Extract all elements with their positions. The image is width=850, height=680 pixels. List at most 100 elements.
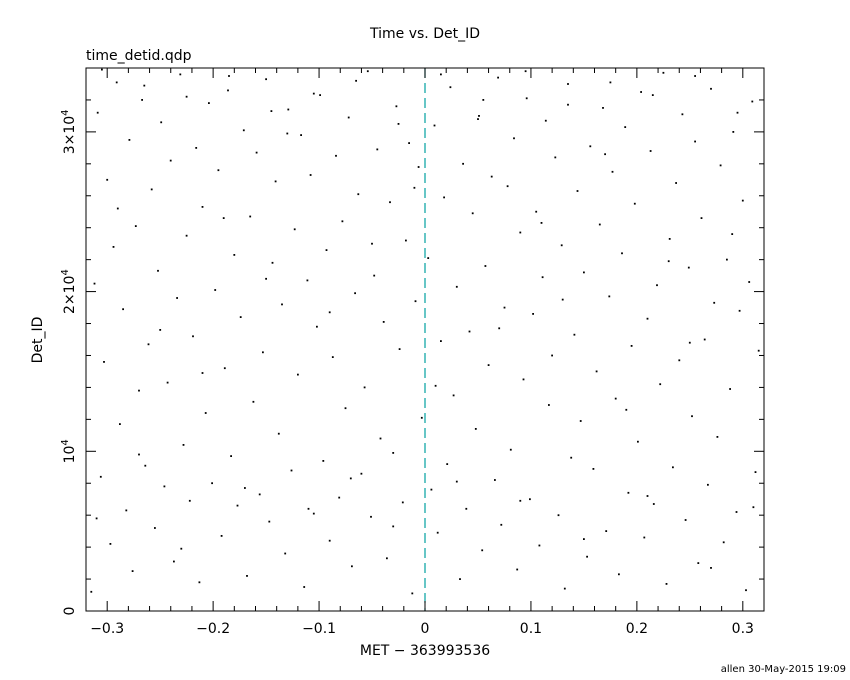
data-point — [602, 107, 604, 109]
data-points — [90, 68, 760, 595]
data-point — [691, 415, 693, 418]
data-point — [93, 282, 96, 285]
x-tick-label: −0.1 — [302, 621, 336, 637]
data-point — [297, 373, 299, 376]
data-point — [519, 499, 522, 502]
data-point — [157, 269, 159, 272]
data-point — [112, 246, 115, 248]
data-point — [509, 448, 512, 451]
data-point — [440, 73, 442, 76]
data-point — [500, 523, 503, 526]
data-point — [138, 389, 140, 392]
data-point — [627, 491, 630, 494]
data-point — [745, 589, 747, 592]
data-point — [173, 560, 175, 563]
data-point — [551, 354, 553, 357]
data-point — [482, 99, 485, 101]
data-point — [710, 567, 712, 569]
data-point — [397, 123, 400, 125]
data-point — [307, 507, 310, 510]
data-point — [395, 105, 398, 108]
data-point — [604, 153, 606, 156]
data-point — [713, 301, 716, 304]
data-point — [516, 568, 519, 571]
data-point — [729, 388, 731, 390]
data-point — [143, 84, 146, 87]
data-point — [672, 466, 674, 469]
data-point — [90, 590, 93, 593]
data-point — [258, 493, 261, 496]
data-point — [484, 265, 487, 267]
x-tick-label: 0.1 — [520, 621, 542, 637]
data-point — [662, 71, 665, 74]
data-point — [287, 108, 290, 111]
data-point — [325, 249, 328, 251]
data-point — [347, 116, 350, 119]
data-point — [532, 313, 534, 315]
data-point — [579, 420, 582, 422]
data-point — [583, 538, 585, 540]
data-point — [652, 503, 655, 505]
data-point — [211, 482, 213, 485]
data-point — [182, 444, 185, 446]
data-point — [360, 472, 363, 475]
data-point — [270, 110, 273, 112]
data-point — [592, 468, 595, 470]
data-point — [116, 207, 119, 210]
data-point — [557, 514, 560, 517]
data-point — [433, 124, 436, 127]
data-point — [430, 488, 433, 491]
data-point — [357, 193, 360, 196]
data-point — [144, 464, 147, 467]
data-point — [624, 126, 627, 128]
data-point — [554, 156, 557, 159]
data-point — [688, 341, 691, 344]
data-point — [281, 303, 283, 306]
data-point — [392, 525, 395, 528]
data-point — [398, 348, 401, 350]
data-point — [621, 252, 623, 255]
data-point — [163, 485, 166, 488]
data-point — [239, 316, 242, 318]
data-point — [166, 381, 169, 384]
data-point — [233, 254, 236, 256]
data-point — [694, 140, 696, 143]
data-point — [633, 202, 636, 205]
data-point — [687, 266, 690, 269]
data-point — [732, 131, 735, 133]
data-point — [675, 182, 677, 184]
data-point — [277, 432, 280, 435]
data-point — [573, 333, 576, 336]
data-point — [548, 404, 550, 406]
data-point — [131, 570, 134, 572]
data-point — [265, 277, 267, 280]
x-tick-label: 0.2 — [626, 621, 648, 637]
data-point — [386, 557, 388, 560]
data-point — [738, 309, 741, 312]
data-point — [223, 367, 226, 370]
data-point — [538, 544, 541, 547]
data-point — [736, 111, 739, 114]
data-point — [570, 456, 573, 459]
data-point — [300, 134, 302, 136]
data-point — [236, 504, 239, 507]
data-point — [341, 220, 344, 223]
data-point — [401, 501, 404, 504]
data-point — [420, 416, 423, 419]
data-point — [525, 97, 528, 100]
data-point — [134, 225, 137, 227]
data-point — [529, 498, 531, 501]
data-point — [449, 86, 452, 89]
data-point — [349, 477, 352, 480]
data-point — [436, 531, 439, 534]
data-point — [417, 166, 420, 168]
data-point — [405, 239, 407, 242]
data-point — [700, 217, 703, 219]
data-point — [249, 215, 252, 218]
data-point — [309, 174, 312, 176]
data-point — [271, 261, 274, 264]
data-point — [351, 565, 353, 568]
data-point — [608, 295, 611, 298]
data-point — [370, 515, 372, 518]
data-point — [697, 562, 700, 564]
